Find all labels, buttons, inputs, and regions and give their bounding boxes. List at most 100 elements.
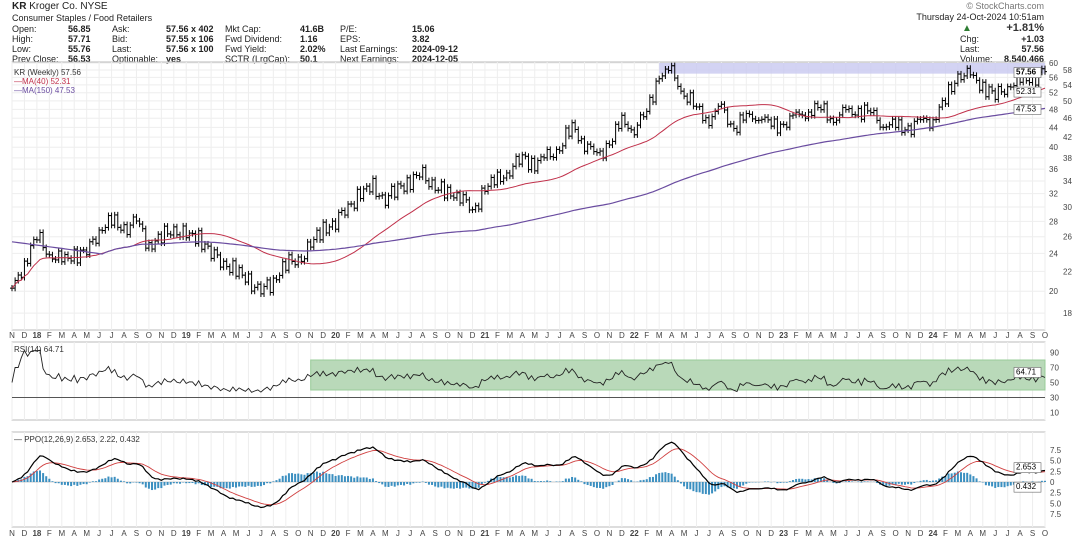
ppo-histogram-bar xyxy=(984,482,987,486)
x-tick-label: A xyxy=(719,331,725,340)
x-tick-label: M xyxy=(208,331,215,340)
x-tick-label: A xyxy=(569,529,575,538)
x-tick-label: M xyxy=(357,529,364,538)
x-tick-label: F xyxy=(346,529,351,538)
ppo-histogram-bar xyxy=(1003,482,1006,488)
ppo-histogram-bar xyxy=(440,482,443,487)
x-tick-label: J xyxy=(558,331,562,340)
ppo-histogram-bar xyxy=(191,482,194,484)
ppo-histogram-bar xyxy=(141,482,144,485)
ppo-histogram-bar xyxy=(110,477,113,482)
x-tick-label: M xyxy=(830,529,837,538)
x-tick-label: F xyxy=(47,529,52,538)
ppo-histogram-bar xyxy=(365,477,368,482)
x-tick-label: N xyxy=(9,331,15,340)
x-tick-label: J xyxy=(396,331,400,340)
ppo-histogram-bar xyxy=(427,482,430,485)
y-tick-label: 40 xyxy=(1049,143,1058,152)
ppo-histogram-bar xyxy=(508,477,511,482)
x-tick-label: F xyxy=(196,331,201,340)
ppo-histogram-bar xyxy=(928,480,931,482)
ppo-histogram-bar xyxy=(126,482,129,484)
ppo-histogram-bar xyxy=(539,481,542,482)
ppo-histogram-bar xyxy=(437,482,440,488)
x-tick-label: D xyxy=(619,529,625,538)
x-tick-label: O xyxy=(1042,529,1048,538)
ppo-histogram-bar xyxy=(459,482,462,489)
ppo-histogram-bar xyxy=(496,476,499,482)
ppo-histogram-bar xyxy=(455,482,458,489)
ppo-histogram-bar xyxy=(95,481,98,482)
ppo-histogram-bar xyxy=(269,482,272,484)
ppo-histogram-bar xyxy=(253,482,256,487)
x-tick-label: S xyxy=(134,529,139,538)
ppo-histogram-bar xyxy=(144,482,147,488)
x-tick-label: 21 xyxy=(480,529,489,538)
ppo-histogram-bar xyxy=(795,479,798,482)
ppo-histogram-bar xyxy=(101,478,104,482)
x-tick-label: O xyxy=(295,331,301,340)
ppo-histogram-bar xyxy=(785,482,788,483)
field-label: Fwd Yield: xyxy=(225,44,267,54)
last-value: 57.56 xyxy=(1021,44,1044,54)
ppo-histogram-bar xyxy=(154,482,157,490)
x-tick-label: D xyxy=(320,331,326,340)
x-tick-label: A xyxy=(818,529,824,538)
x-tick-label: N xyxy=(457,331,463,340)
ppo-histogram-bar xyxy=(63,482,66,485)
x-tick-label: J xyxy=(707,529,711,538)
ppo-histogram-bar xyxy=(804,479,807,482)
y-tick-label: 2.5 xyxy=(1050,489,1062,498)
field-value: 41.6B xyxy=(300,24,325,34)
ppo-histogram-bar xyxy=(589,482,592,486)
ppo-histogram-bar xyxy=(396,482,399,486)
x-tick-label: A xyxy=(520,331,526,340)
x-tick-label: J xyxy=(695,331,699,340)
field-label: Low: xyxy=(12,44,32,54)
x-tick-label: A xyxy=(968,529,974,538)
x-tick-label: M xyxy=(955,331,962,340)
x-tick-label: M xyxy=(208,529,215,538)
resistance-band xyxy=(659,63,1045,74)
ppo-histogram-bar xyxy=(228,482,231,489)
x-tick-label: S xyxy=(432,331,437,340)
ppo-histogram-bar xyxy=(717,482,720,490)
x-tick-label: O xyxy=(743,331,749,340)
ppo-histogram-bar xyxy=(627,479,630,482)
x-tick-label: F xyxy=(196,529,201,538)
x-tick-label: M xyxy=(979,529,986,538)
ppo-histogram-bar xyxy=(480,482,483,485)
ppo-histogram-bar xyxy=(487,480,490,482)
field-value: yes xyxy=(166,54,182,64)
x-tick-label: J xyxy=(695,529,699,538)
x-tick-label: F xyxy=(495,529,500,538)
x-tick-label: A xyxy=(569,331,575,340)
ppo-histogram-bar xyxy=(157,482,160,489)
ppo-histogram-bar xyxy=(79,482,82,485)
x-tick-label: D xyxy=(470,529,476,538)
ppo-histogram-bar xyxy=(726,482,729,488)
ppo-histogram-bar xyxy=(530,478,533,482)
y-tick-label: 70 xyxy=(1050,364,1059,373)
ppo-histogram-bar xyxy=(608,482,611,487)
ppo-histogram-bar xyxy=(446,482,449,488)
ppo-histogram-bar xyxy=(882,482,885,486)
ppo-histogram-bar xyxy=(807,479,810,482)
ppo-histogram-bar xyxy=(664,472,667,482)
volume-label: Volume: xyxy=(960,54,993,64)
x-tick-label: J xyxy=(856,331,860,340)
ppo-histogram-bar xyxy=(32,471,35,482)
x-tick-label: 24 xyxy=(929,529,938,538)
x-tick-label: J xyxy=(993,331,997,340)
x-tick-label: A xyxy=(719,529,725,538)
y-tick-label: 90 xyxy=(1050,349,1059,358)
x-tick-label: A xyxy=(72,529,78,538)
ppo-histogram-bar xyxy=(502,477,505,482)
x-tick-label: J xyxy=(545,331,549,340)
ppo-histogram-bar xyxy=(953,472,956,482)
ppo-histogram-bar xyxy=(179,482,182,484)
ppo-histogram-bar xyxy=(963,472,966,482)
y-tick-label: 44 xyxy=(1049,123,1058,132)
x-tick-label: 23 xyxy=(779,529,788,538)
ppo-histogram-bar xyxy=(393,482,396,487)
